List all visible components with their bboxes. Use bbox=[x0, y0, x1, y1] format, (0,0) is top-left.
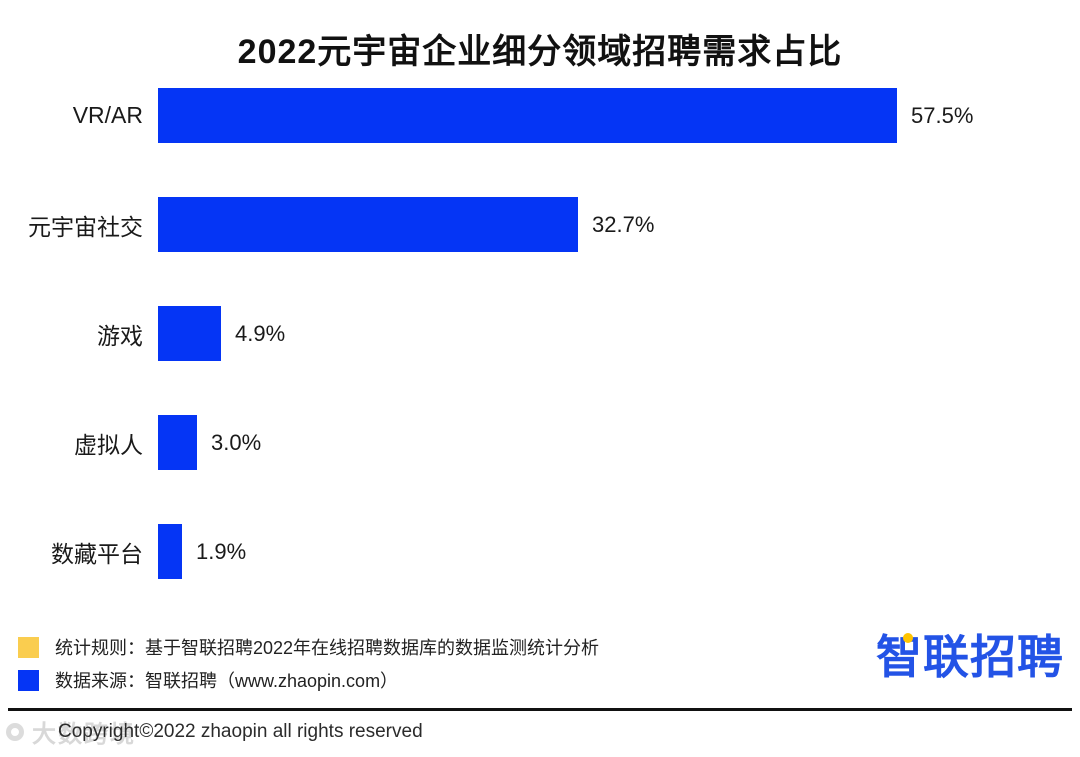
legend-swatch-icon bbox=[18, 636, 39, 658]
legend: 统计规则：基于智联招聘2022年在线招聘数据库的数据监测统计分析 数据来源：智联招… bbox=[18, 636, 599, 702]
footer-divider bbox=[8, 708, 1072, 711]
zhaopin-logo: 智联招聘 bbox=[876, 632, 1064, 683]
bar bbox=[158, 415, 197, 470]
value-label: 3.0% bbox=[211, 429, 262, 455]
bar-row: VR/AR 57.5% bbox=[0, 88, 1080, 143]
bar-row: 数藏平台 1.9% bbox=[0, 524, 1080, 579]
watermark: 大数跨境 bbox=[6, 714, 136, 749]
legend-swatch-icon bbox=[18, 669, 39, 691]
bar bbox=[158, 524, 182, 579]
bar bbox=[158, 306, 221, 361]
value-label: 4.9% bbox=[235, 320, 286, 346]
legend-row: 数据来源：智联招聘（www.zhaopin.com） bbox=[18, 669, 599, 691]
legend-label: 数据来源：智联招聘（www.zhaopin.com） bbox=[55, 671, 399, 691]
bar bbox=[158, 197, 578, 252]
value-label: 1.9% bbox=[196, 538, 247, 564]
value-label: 57.5% bbox=[911, 102, 974, 128]
category-label: 游戏 bbox=[97, 322, 143, 349]
bar bbox=[158, 88, 897, 143]
legend-row: 统计规则：基于智联招聘2022年在线招聘数据库的数据监测统计分析 bbox=[18, 636, 599, 658]
value-label: 32.7% bbox=[592, 211, 655, 237]
bar-row: 元宇宙社交 32.7% bbox=[0, 197, 1080, 252]
bar-chart: VR/AR 57.5% 元宇宙社交 32.7% 游戏 4.9% 虚拟人 3.0% 数藏平台 1.9… bbox=[0, 88, 1080, 579]
category-label: 元宇宙社交 bbox=[28, 213, 143, 240]
chart-title: 2022元宇宙企业细分领域招聘需求占比 bbox=[237, 33, 843, 71]
category-label: 虚拟人 bbox=[74, 431, 143, 458]
watermark-logo-icon bbox=[6, 722, 24, 741]
category-label: VR/AR bbox=[72, 102, 143, 128]
logo-speech-bubble-icon bbox=[903, 633, 913, 643]
category-label: 数藏平台 bbox=[51, 540, 143, 567]
watermark-text: 大数跨境 bbox=[32, 721, 136, 748]
bar-row: 游戏 4.9% bbox=[0, 306, 1080, 361]
legend-label: 统计规则：基于智联招聘2022年在线招聘数据库的数据监测统计分析 bbox=[55, 638, 600, 658]
bar-row: 虚拟人 3.0% bbox=[0, 415, 1080, 470]
copyright-text: Copyright©2022 zhaopin all rights reserv… bbox=[58, 721, 423, 742]
